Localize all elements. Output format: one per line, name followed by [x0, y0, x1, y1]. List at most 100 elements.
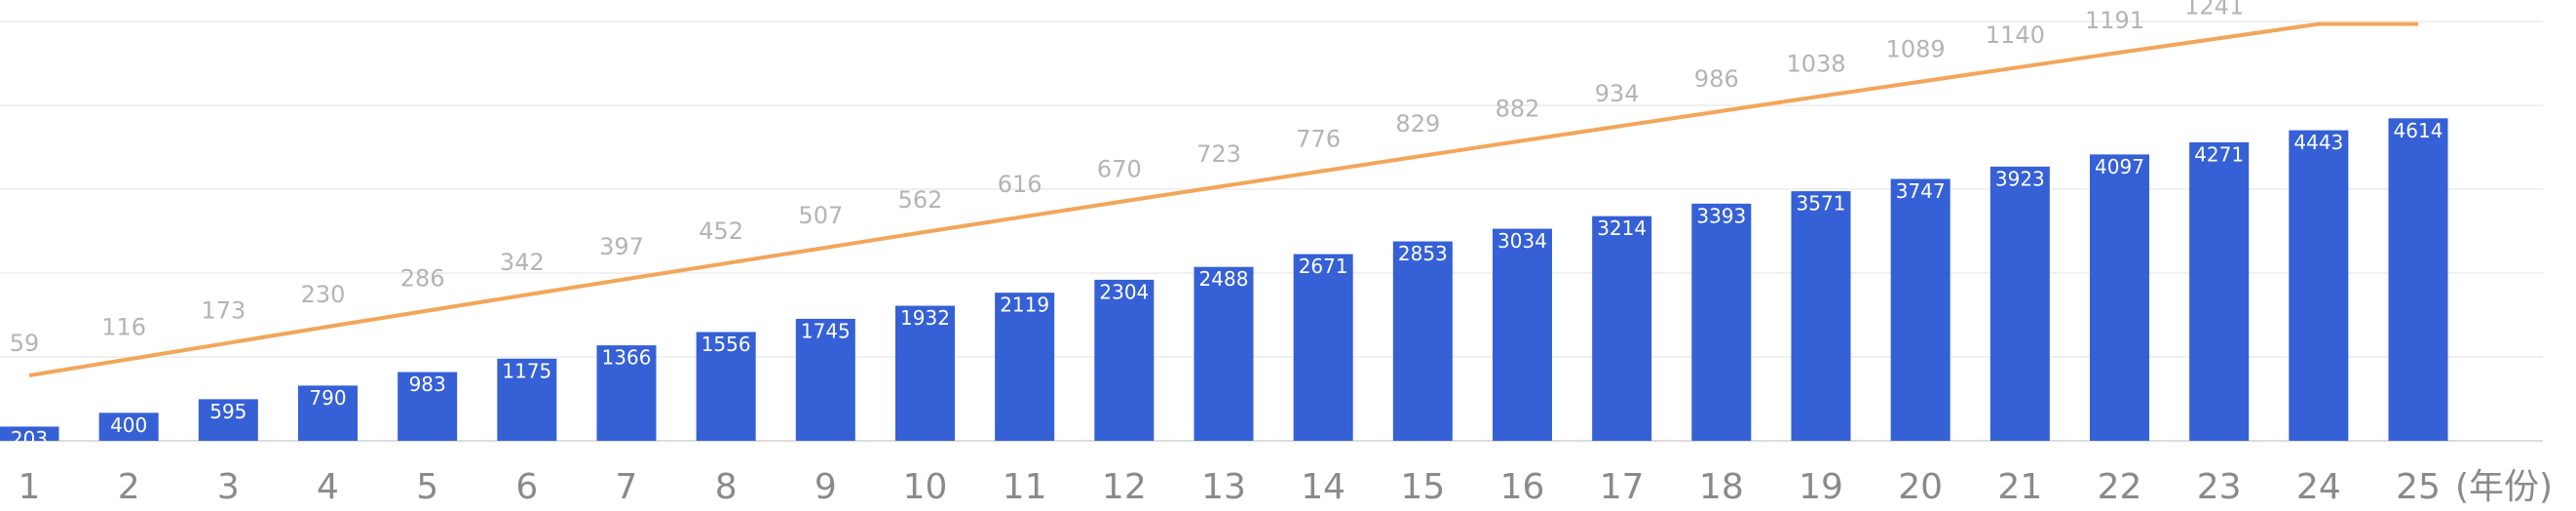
line-value-label: 59: [10, 330, 40, 357]
line-value-label: 1291: [2383, 0, 2443, 6]
x-tick-label: 3: [217, 467, 240, 507]
bar-value-label: 595: [209, 400, 246, 423]
bar-value-label: 1175: [502, 359, 551, 382]
line-value-label: 1038: [1786, 51, 1845, 78]
bar: [2289, 130, 2349, 441]
line: [28, 21, 2418, 377]
bar: [398, 372, 458, 441]
bar-value-label: 2671: [1299, 255, 1348, 278]
x-axis-label: (年份): [2455, 467, 2553, 507]
bar: [298, 385, 358, 441]
bar: [1890, 178, 1951, 441]
line-value-label: 116: [101, 313, 146, 340]
x-tick-label: 20: [1898, 467, 1943, 507]
line-value-label: 723: [1196, 140, 1241, 168]
bar: [1791, 191, 1851, 441]
bar-value-label: 1366: [602, 346, 652, 370]
bar: [1293, 254, 1353, 441]
line-value-label: 562: [898, 186, 943, 214]
bar-value-label: 983: [409, 373, 446, 396]
x-tick-label: 25: [2396, 467, 2441, 507]
bar: [1193, 266, 1254, 441]
x-tick-label: 13: [1201, 467, 1246, 507]
x-tick-label: 14: [1301, 467, 1345, 507]
line-value-label: 829: [1395, 110, 1440, 138]
bar: [98, 413, 159, 441]
bar: [1493, 228, 1552, 441]
line-value-label: 1140: [1986, 21, 2045, 49]
line-value-label: 507: [798, 202, 843, 229]
bar-value-label: 203: [11, 427, 48, 451]
bar-value-label: 790: [309, 386, 346, 410]
bar: [1691, 203, 1752, 441]
x-tick-label: 12: [1102, 467, 1147, 507]
x-tick-label: 9: [814, 467, 837, 507]
bar-value-label: 1745: [801, 319, 851, 342]
bar-value-label: 2853: [1398, 242, 1448, 265]
bar-value-label: 3393: [1696, 204, 1746, 227]
bar: [2090, 154, 2149, 442]
line-value-label: 173: [201, 297, 246, 325]
bar: [1392, 241, 1453, 441]
line-value-label: 342: [500, 249, 545, 276]
bar-value-label: 3034: [1497, 229, 1547, 253]
bar-value-label: 1932: [900, 306, 950, 330]
bar-value-label: 1556: [701, 333, 751, 356]
x-tick-label: 10: [903, 467, 948, 507]
line-value-label: 397: [599, 233, 644, 260]
line-value-label: 776: [1296, 125, 1341, 152]
bar-value-label: 4097: [2095, 155, 2144, 178]
line-value-label: 1241: [2184, 0, 2244, 20]
x-tick-label: 22: [2098, 467, 2142, 507]
line-value-label: 934: [1595, 80, 1640, 107]
bar-value-label: 2304: [1099, 280, 1149, 303]
bar: [696, 332, 756, 441]
x-tick-label: 23: [2197, 467, 2242, 507]
bar-value-label: 4443: [2293, 131, 2343, 154]
bar: [2189, 141, 2250, 441]
bar: [1989, 166, 2050, 441]
bar-value-label: 2488: [1199, 267, 1249, 291]
x-tick-label: 6: [515, 467, 538, 507]
line-value-label: 1089: [1886, 36, 1946, 63]
bar: [596, 345, 657, 441]
bar: [895, 305, 955, 441]
bar-value-label: 3214: [1597, 216, 1647, 240]
x-tick-label: 15: [1400, 467, 1445, 507]
bar-value-label: 4614: [2394, 119, 2443, 142]
bar: [198, 399, 258, 441]
bar: [0, 426, 59, 441]
line-value-label: 286: [400, 265, 445, 293]
x-tick-label: 1: [19, 467, 41, 507]
x-tick-label: 16: [1500, 467, 1545, 507]
line-value-label: 1291: [2284, 0, 2343, 6]
x-tick-label: 17: [1600, 467, 1645, 507]
bar: [995, 293, 1055, 441]
line-value-label: 882: [1496, 95, 1540, 122]
line-value-label: 616: [998, 171, 1042, 198]
x-tick-label: 8: [715, 467, 738, 507]
x-tick-label: 24: [2296, 467, 2341, 507]
line-value-label: 1191: [2085, 7, 2144, 34]
bar-value-label: 4271: [2194, 142, 2244, 166]
x-tick-label: 11: [1003, 467, 1047, 507]
bar: [497, 358, 557, 441]
bar-value-label: 3923: [1995, 167, 2045, 190]
x-tick-label: 4: [317, 467, 339, 507]
line-value-label: 230: [301, 281, 346, 308]
x-tick-label: 19: [1799, 467, 1843, 507]
bar: [2388, 118, 2448, 441]
bar: [795, 318, 855, 441]
bar: [1094, 279, 1155, 441]
line-value-label: 452: [699, 217, 743, 245]
bar-value-label: 3747: [1896, 179, 1946, 203]
x-tick-label: 5: [416, 467, 438, 507]
x-tick-label: 18: [1699, 467, 1744, 507]
line-value-label: 986: [1694, 65, 1739, 93]
bar-value-label: 2119: [1000, 294, 1049, 317]
x-tick-label: 7: [616, 467, 638, 507]
bar-value-label: 400: [110, 413, 147, 437]
line-value-label: 670: [1097, 155, 1142, 182]
